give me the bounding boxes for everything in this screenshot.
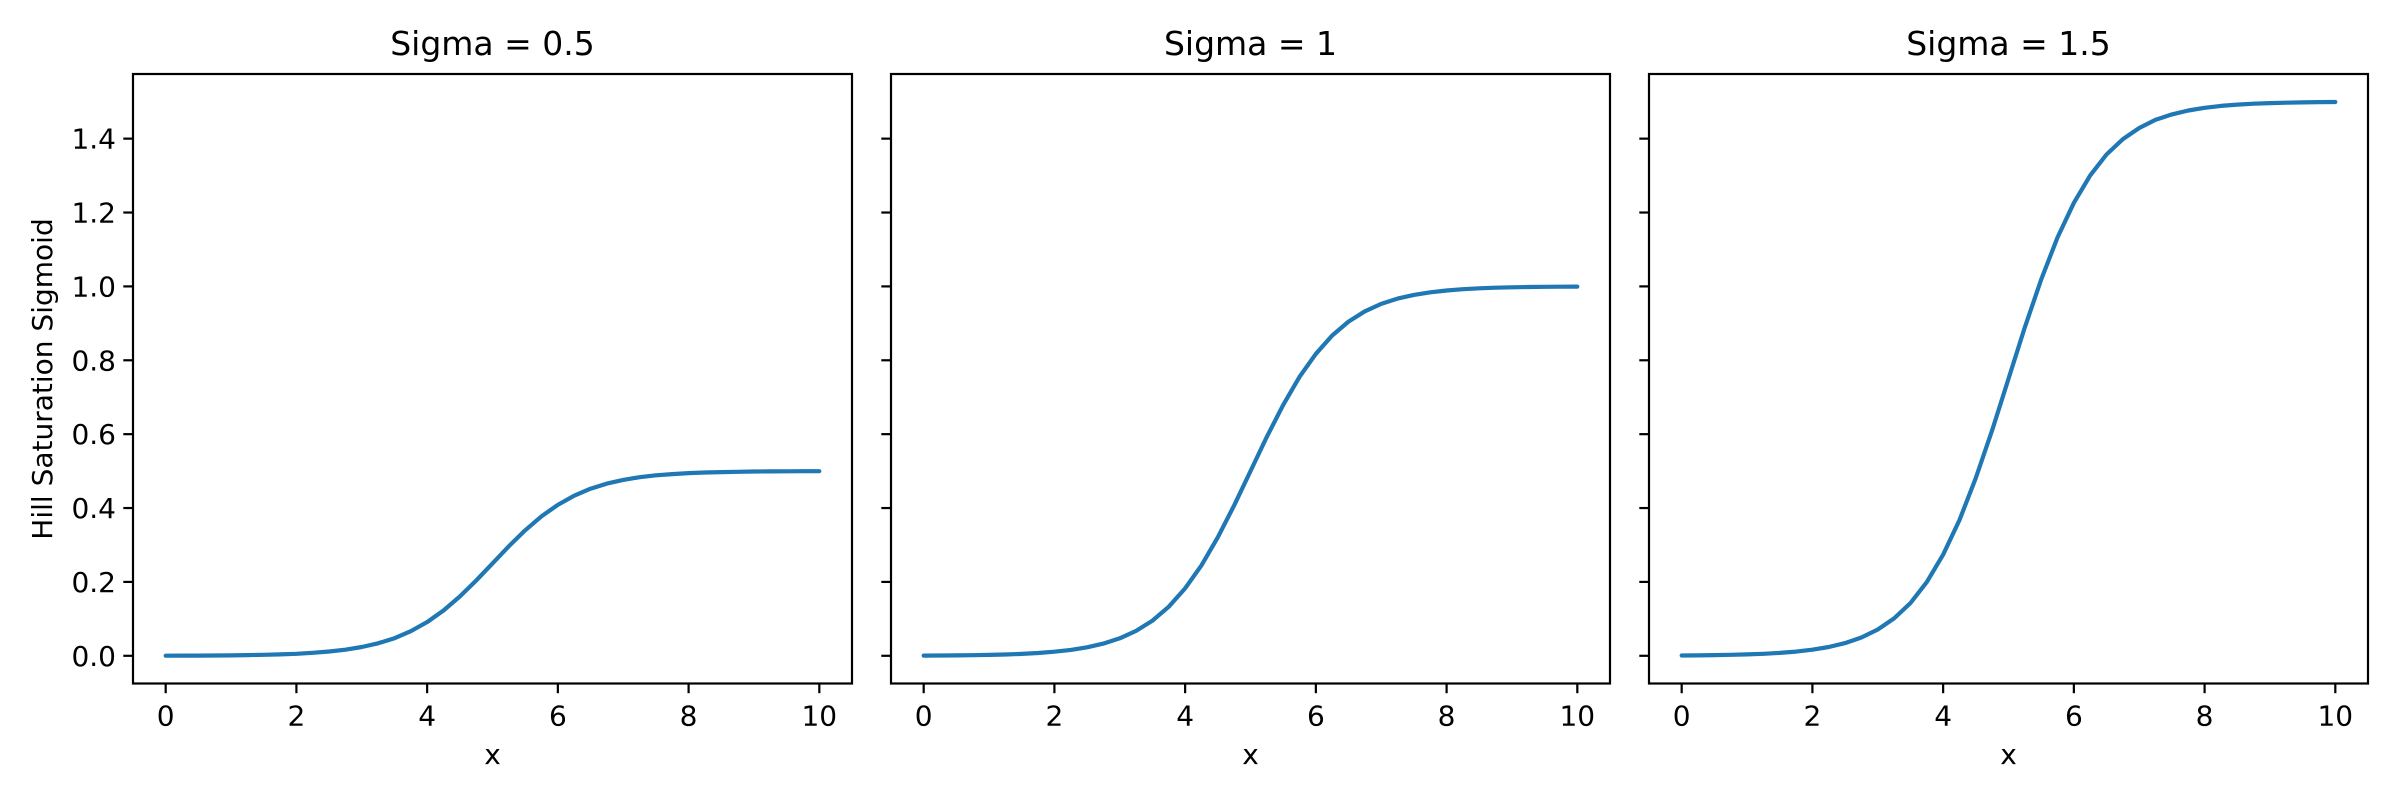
axes-frame [1647,72,2370,685]
curve-sigma-0.5 [163,469,822,658]
y-tick-label: 0.6 [71,418,116,451]
subplot-3-xaxis-label: x [2000,738,2017,771]
subplot-3-title: Sigma = 1.5 [1906,24,2111,63]
y-tick-label: 0.0 [71,640,116,673]
axes-frame [889,72,1612,685]
curve-sigma-1.5 [1679,99,2338,658]
x-tick-label: 6 [549,700,567,733]
x-tick-label: 2 [1803,700,1821,733]
x-tick-label: 10 [801,700,837,733]
subplot-1-xaxis-label: x [484,738,501,771]
y-tick-label: 1.4 [71,123,116,156]
axes-frame [131,72,854,685]
x-tick-label: 10 [1559,700,1595,733]
subplot-2-title: Sigma = 1 [1164,24,1337,63]
subplot-2: 0 2 4 6 8 10 [881,72,1612,733]
x-tick-label: 0 [1673,700,1691,733]
x-tick-label: 2 [1045,700,1063,733]
curve-sigma-1 [921,284,1580,658]
x-tick-label: 8 [680,700,698,733]
subplot-1-title: Sigma = 0.5 [390,24,595,63]
x-tick-label: 4 [418,700,436,733]
x-tick-label: 8 [1438,700,1456,733]
subplot-3: 0 2 4 6 8 10 [1639,72,2370,733]
x-tick-label: 4 [1934,700,1952,733]
x-tick-label: 10 [2317,700,2353,733]
x-tick-label: 0 [915,700,933,733]
subplot-2-xaxis-label: x [1242,738,1259,771]
subplot-1: 0 2 4 6 8 10 0.0 0.2 0.4 0.6 0.8 1.0 1.2 1.4 [71,72,854,733]
x-tick-label: 8 [2196,700,2214,733]
y-tick-label: 0.4 [71,492,116,525]
y-tick-label: 0.2 [71,566,116,599]
x-tick-label: 6 [2065,700,2083,733]
y-tick-label: 1.2 [71,197,116,230]
x-tick-label: 6 [1307,700,1325,733]
y-tick-label: 0.8 [71,344,116,377]
subplots-layer: 0 2 4 6 8 10 0.0 0.2 0.4 0.6 0.8 1.0 1.2 1.4 0 2 4 6 8 10 0 2… [71,72,2370,733]
x-tick-label: 4 [1176,700,1194,733]
x-tick-label: 0 [157,700,175,733]
yaxis-label: Hill Saturation Sigmoid [26,218,59,539]
y-tick-label: 1.0 [71,270,116,303]
x-tick-label: 2 [287,700,305,733]
